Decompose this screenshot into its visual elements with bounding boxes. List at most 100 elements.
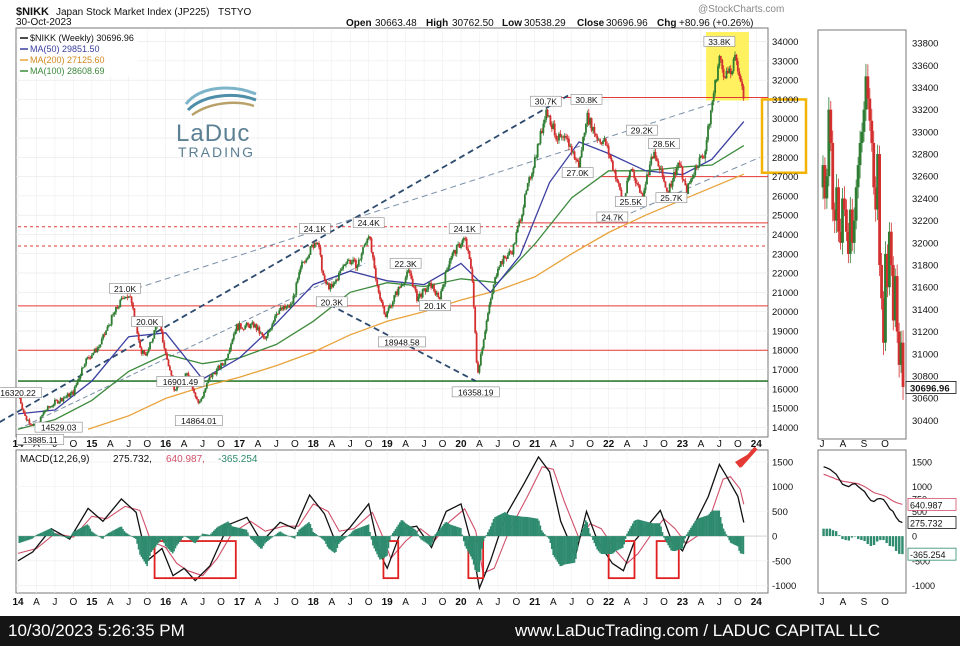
zoom-macd-hist-bar [891, 536, 895, 547]
macd-hist-bar [505, 512, 508, 537]
macd-hist-bar [181, 536, 184, 539]
price-candle [105, 330, 107, 335]
macd-hist-bar [521, 516, 523, 537]
macd-hist-bar [585, 520, 587, 537]
price-x-tick: A [402, 439, 409, 450]
price-candle [161, 331, 164, 343]
price-candle [479, 353, 482, 366]
macd-hist-bar [477, 536, 479, 572]
macd-hist-bar [281, 532, 283, 537]
price-candle [309, 246, 312, 255]
price-candle [328, 283, 330, 290]
macd-hist-bar [115, 529, 117, 537]
macd-x-tick: A [181, 597, 188, 608]
price-candle [462, 238, 465, 241]
macd-hist-bar [271, 536, 273, 538]
macd-hist-bar [698, 518, 701, 537]
price-candle [89, 357, 92, 359]
macd-hist-bar [136, 536, 138, 544]
macd-hist-bar [220, 525, 222, 537]
price-candle [607, 145, 610, 155]
price-candle [541, 131, 543, 134]
macd-hist-bar [641, 520, 644, 537]
price-candle [697, 166, 699, 168]
macd-hist-bar [576, 536, 579, 550]
price-candle [44, 411, 46, 413]
zoom-macd-tick: 1000 [912, 482, 932, 492]
price-candle [502, 255, 505, 264]
macd-hist-bar [105, 534, 107, 537]
macd-hist-bar [320, 536, 323, 539]
macd-x-tick: J [643, 597, 648, 608]
macd-legend-signal: 640.987, [166, 454, 205, 465]
price-candle [499, 261, 502, 267]
zoom-price-panel [817, 29, 907, 440]
macd-hist-bar [120, 526, 123, 537]
macd-hist-bar [619, 536, 621, 550]
instrument-name: Japan Stock Market Index (JP225) [56, 7, 209, 18]
zoom-candle [823, 165, 827, 199]
macd-hist-bar [702, 516, 705, 537]
macd-hist-bar [264, 536, 266, 544]
price-candle [475, 332, 478, 363]
macd-x-tick: J [348, 597, 353, 608]
macd-hist-bar [379, 536, 381, 560]
macd-hist-bar [721, 523, 723, 537]
zoom-macd-tick: -1000 [912, 581, 935, 591]
macd-hist-bar [329, 536, 332, 550]
price-candle [552, 123, 555, 129]
price-candle [602, 140, 604, 144]
macd-hist-bar [167, 536, 170, 550]
macd-hist-bar [580, 531, 583, 537]
macd-hist-bar [221, 524, 224, 537]
price-candle [231, 339, 234, 344]
zoom-candle [886, 253, 889, 288]
macd-hist-bar [654, 523, 657, 537]
price-candle [457, 243, 460, 245]
price-candle [675, 166, 678, 175]
price-candle [377, 285, 380, 293]
macd-hist-bar [100, 536, 103, 539]
macd-hist-bar [34, 536, 36, 537]
price-candle [372, 252, 374, 258]
zoom-macd-x-tick: S [861, 597, 868, 608]
macd-hist-bar [656, 523, 658, 537]
price-candle [151, 338, 154, 342]
macd-hist-bar [71, 534, 73, 537]
zoom-macd-hist-bar [863, 536, 866, 542]
price-candle [663, 177, 665, 182]
logo-brand: LaDuc [176, 120, 251, 147]
trendline-upper-channel [135, 100, 720, 289]
price-candle [390, 305, 393, 307]
macd-hist-bar [593, 536, 596, 544]
price-candle [49, 406, 52, 408]
macd-hist-bar [369, 532, 371, 537]
macd-hist-bar [406, 524, 408, 537]
price-candle [350, 262, 353, 265]
macd-hist-bar [262, 536, 265, 546]
zoom-last-price: 30696.96 [910, 383, 950, 394]
macd-hist-bar [525, 516, 527, 537]
price-candle [593, 126, 596, 134]
price-candle [396, 291, 398, 295]
macd-hist-bar [154, 536, 157, 547]
price-candle [340, 268, 343, 271]
price-candle [559, 133, 562, 138]
macd-x-tick: O [143, 597, 151, 608]
macd-hist-bar [420, 536, 422, 540]
price-annotation: 25.5K [620, 197, 643, 207]
price-annotation: 20.3K [321, 297, 344, 307]
highlight-box-axis [760, 98, 808, 174]
price-candle [732, 58, 735, 72]
macd-hist-bar [144, 536, 147, 564]
macd-hist-bar [163, 536, 165, 544]
macd-hist-bar [411, 527, 414, 537]
price-candle [123, 298, 126, 300]
macd-hist-bar [700, 517, 702, 537]
macd-hist-bar [146, 536, 148, 567]
price-annotation-box [352, 217, 385, 229]
zoom-macd-hist-bar [875, 536, 879, 542]
macd-hist-bar [143, 536, 146, 562]
macd-hist-bar [342, 536, 344, 540]
price-candle [291, 303, 293, 305]
